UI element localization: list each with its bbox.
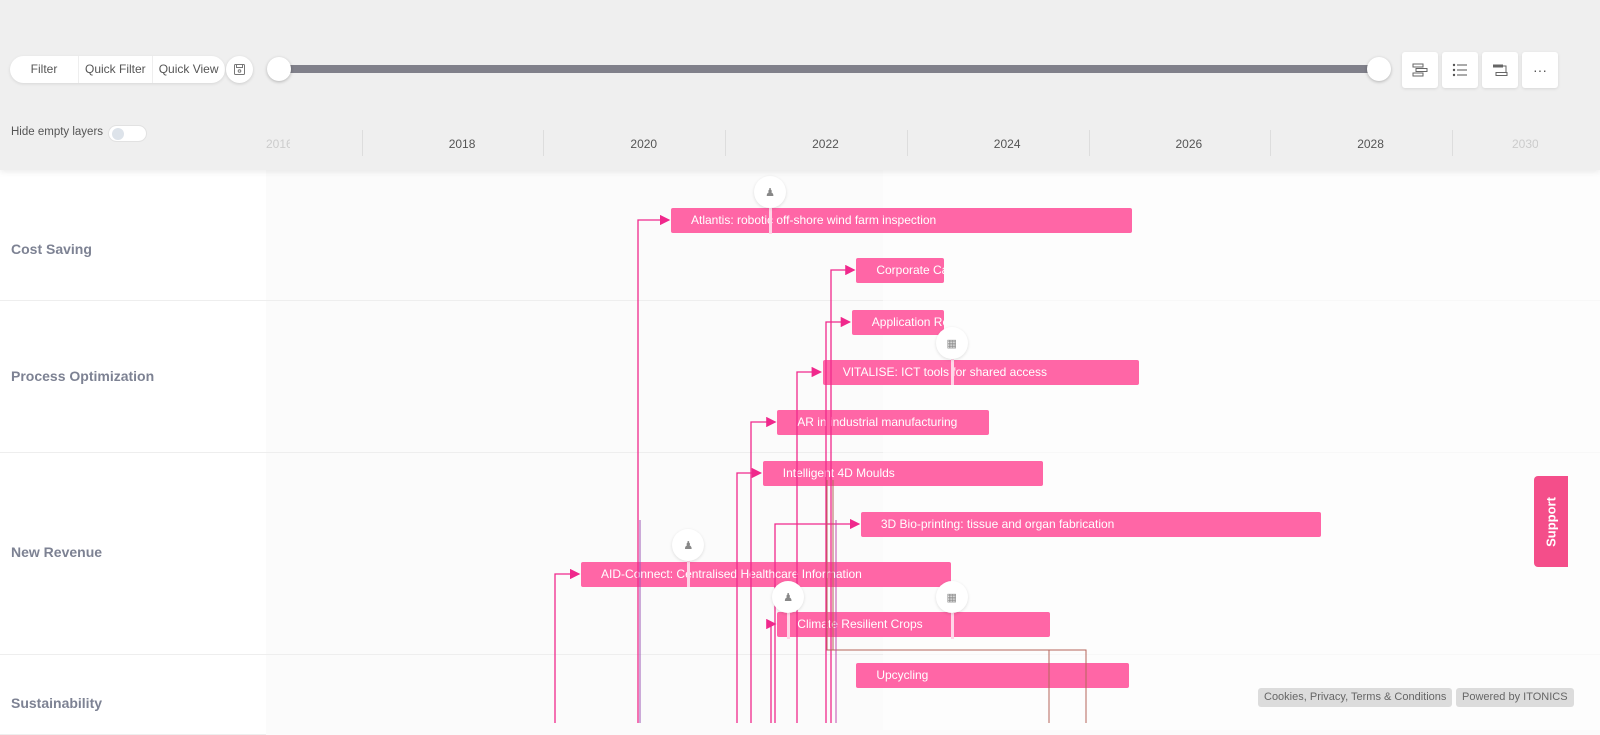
layer-cost-saving: Cost Saving [0, 197, 266, 301]
filter-button[interactable]: Filter [30, 62, 58, 76]
legal-link[interactable]: Cookies, Privacy, Terms & Conditions [1258, 688, 1453, 707]
person-icon: ♟ [765, 186, 775, 199]
year-label: 2030 [1512, 137, 1538, 151]
roadmap-view-button[interactable] [1402, 52, 1438, 88]
person-icon: ♟ [783, 591, 794, 604]
layer-new-revenue: New Revenue [0, 453, 266, 655]
dependency-link [832, 480, 1087, 723]
person-icon: ♟ [683, 539, 694, 552]
roadmap-item[interactable]: Intelligent 4D Moulds [762, 461, 1043, 486]
save-icon [234, 64, 245, 75]
layer-header-spacer [0, 170, 266, 197]
dependency-view-button[interactable] [1482, 52, 1518, 88]
powered-by-link[interactable]: Powered by ITONICS [1456, 688, 1574, 707]
layer-process-optimization: Process Optimization [0, 301, 266, 453]
year-divider [725, 130, 727, 156]
report-icon: ▦ [946, 591, 957, 604]
dependency-link [825, 316, 852, 723]
list-icon [1452, 63, 1467, 77]
dependency-link [766, 618, 777, 723]
year-label: 2024 [993, 137, 1021, 151]
more-options-button[interactable]: ··· [1522, 52, 1558, 88]
dependency-icon [1493, 64, 1508, 76]
roadmap-item[interactable]: AR in industrial manufacturing [777, 410, 989, 435]
milestone-marker[interactable]: ♟ [772, 581, 805, 613]
milestone-line [950, 359, 954, 385]
roadmap-item[interactable]: 3D Bio-printing: tissue and organ fabric… [860, 512, 1322, 537]
year-divider [543, 130, 545, 156]
dependency-link [736, 467, 763, 723]
roadmap-item[interactable]: Application Re [851, 310, 944, 335]
hide-empty-layers-label: Hide empty layers [11, 126, 104, 138]
hide-empty-layers-toggle[interactable] [108, 125, 147, 142]
milestone-line [787, 613, 791, 639]
timeline-range-slider[interactable] [278, 65, 1380, 73]
layer-label: Process Optimization [11, 368, 155, 384]
layer-label: Sustainability [11, 695, 103, 711]
year-label: 2018 [448, 137, 476, 151]
year-divider [1270, 130, 1272, 156]
year-label: 2020 [630, 137, 658, 151]
milestone-line [950, 613, 954, 639]
milestone-marker[interactable]: ▦ [935, 581, 968, 613]
year-divider [1451, 130, 1453, 156]
report-icon: ▦ [946, 337, 957, 350]
support-label: Support [1543, 496, 1559, 547]
milestone-line [687, 561, 691, 587]
year-divider [361, 130, 363, 156]
dependency-link [554, 568, 581, 723]
roadmap-item[interactable]: Corporate Ca [856, 258, 944, 283]
filter-segment: Filter Quick Filter Quick View [10, 56, 225, 83]
dependency-link [637, 214, 671, 723]
quick-filter-button[interactable]: Quick Filter [78, 56, 152, 83]
quick-view-button[interactable]: Quick View [151, 56, 225, 83]
dependency-link [830, 264, 856, 723]
roadmap-item[interactable]: Atlantis: robotic off-shore wind farm in… [670, 208, 1132, 233]
roadmap-icon [1412, 63, 1428, 77]
year-label: 2016 [266, 137, 290, 151]
roadmap-item[interactable]: Upcycling [856, 663, 1129, 688]
range-end-handle[interactable] [1367, 57, 1391, 81]
milestone-line [769, 208, 772, 234]
year-divider [1088, 130, 1090, 156]
list-view-button[interactable] [1442, 52, 1478, 88]
layer-label: New Revenue [11, 544, 103, 560]
toolbar: Filter Quick Filter Quick View ··· Hide … [0, 0, 1600, 170]
year-label: 2022 [812, 137, 839, 151]
support-tab[interactable]: Support [1534, 476, 1568, 567]
roadmap-item[interactable]: VITALISE: ICT tools for shared access [822, 360, 1139, 385]
roadmap-item[interactable]: Climate Resilient Crops [777, 612, 1050, 637]
year-label: 2026 [1175, 137, 1203, 151]
dependency-link [774, 518, 861, 723]
milestone-marker[interactable]: ♟ [672, 529, 705, 561]
save-view-button[interactable] [226, 56, 253, 83]
year-label: 2028 [1357, 137, 1384, 151]
range-start-handle[interactable] [267, 57, 291, 81]
milestone-marker[interactable]: ♟ [754, 176, 786, 208]
milestone-marker[interactable]: ▦ [935, 327, 968, 359]
year-divider [906, 130, 908, 156]
layer-sustainability: Sustainability [0, 655, 266, 735]
layer-label: Cost Saving [11, 241, 92, 257]
dependency-link [750, 416, 777, 723]
dependency-link [796, 366, 823, 723]
